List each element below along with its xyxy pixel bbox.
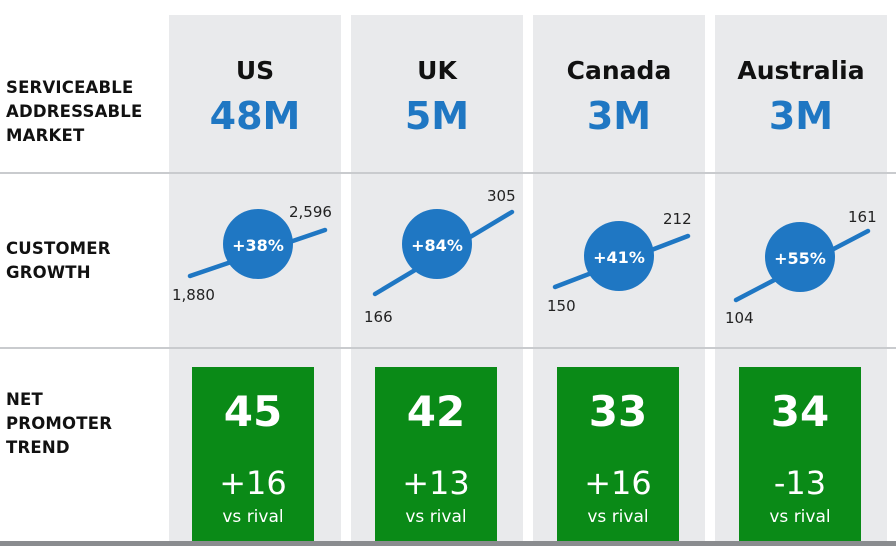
country-name-uk: UK	[417, 56, 457, 85]
nps-box-uk: 42 +13 vs rival	[375, 367, 497, 541]
row-label-nps-line: PROMOTER	[6, 414, 113, 433]
growth-start-canada: 150	[547, 297, 576, 315]
nps-score-us: 45	[223, 387, 283, 436]
row-divider-1	[0, 172, 896, 174]
row-label-growth-line: GROWTH	[6, 263, 91, 282]
nps-box-us: 45 +16 vs rival	[192, 367, 314, 541]
row-divider-2	[0, 347, 896, 349]
growth-canada: +41%	[552, 221, 691, 291]
nps-box-australia: 34 -13 vs rival	[739, 367, 861, 541]
nps-score-canada: 33	[588, 387, 648, 436]
nps-delta-australia: -13	[773, 464, 827, 502]
country-name-australia: Australia	[737, 56, 865, 85]
nps-vs-australia: vs rival	[769, 507, 831, 527]
row-label-nps-line: NET	[6, 390, 43, 409]
growth-end-canada: 212	[663, 210, 692, 228]
sam-value-uk: 5M	[404, 94, 470, 138]
nps-vs-canada: vs rival	[587, 507, 649, 527]
sam-value-us: 48M	[209, 94, 301, 138]
row-label-growth-line: CUSTOMER	[6, 239, 111, 258]
nps-box-canada: 33 +16 vs rival	[557, 367, 679, 541]
row-label-growth: CUSTOMER GROWTH	[6, 237, 111, 285]
growth-pct-canada: +41%	[593, 248, 645, 267]
nps-delta-us: +16	[219, 464, 287, 502]
nps-score-uk: 42	[406, 387, 466, 436]
growth-uk: +84%	[372, 209, 515, 297]
growth-pct-australia: +55%	[774, 249, 826, 268]
row-label-sam-line: ADDRESSABLE	[6, 102, 143, 121]
growth-end-australia: 161	[848, 208, 877, 226]
growth-us: +38%	[187, 209, 328, 279]
country-name-us: US	[235, 56, 275, 85]
country-name-canada: Canada	[566, 56, 672, 85]
nps-vs-us: vs rival	[222, 507, 284, 527]
row-label-sam: SERVICEABLE ADDRESSABLE MARKET	[6, 76, 143, 148]
nps-vs-uk: vs rival	[405, 507, 467, 527]
bottom-rule	[0, 541, 896, 546]
growth-badge-australia	[765, 222, 835, 292]
nps-score-australia: 34	[770, 387, 830, 436]
row-label-nps-line: TREND	[6, 438, 70, 457]
growth-badge-uk	[402, 209, 472, 279]
growth-pct-us: +38%	[232, 236, 284, 255]
growth-badge-us	[223, 209, 293, 279]
sam-value-australia: 3M	[768, 94, 834, 138]
growth-start-us: 1,880	[172, 286, 215, 304]
row-label-sam-line: SERVICEABLE	[6, 78, 134, 97]
nps-delta-canada: +16	[584, 464, 652, 502]
nps-delta-uk: +13	[402, 464, 470, 502]
growth-badge-canada	[584, 221, 654, 291]
sam-value-canada: 3M	[586, 94, 652, 138]
growth-start-uk: 166	[364, 308, 393, 326]
growth-end-us: 2,596	[289, 203, 332, 221]
row-label-nps: NET PROMOTER TREND	[6, 388, 112, 460]
growth-start-australia: 104	[725, 309, 754, 327]
growth-australia: +55%	[733, 222, 871, 303]
growth-end-uk: 305	[487, 187, 516, 205]
row-label-sam-line: MARKET	[6, 126, 85, 145]
growth-pct-uk: +84%	[411, 236, 463, 255]
